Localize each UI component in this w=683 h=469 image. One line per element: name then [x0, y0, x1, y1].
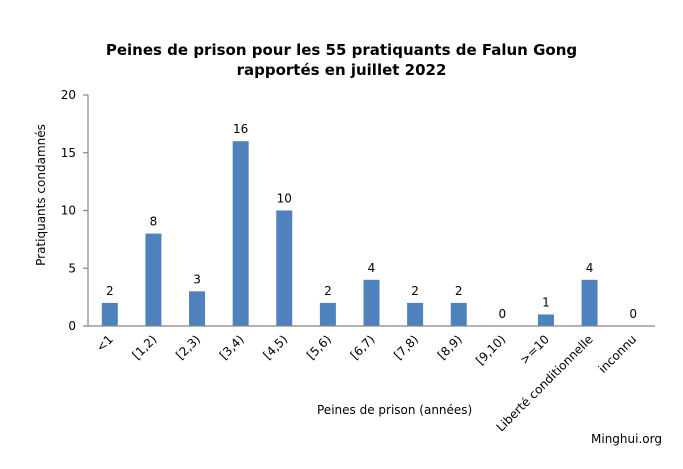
x-tick-label: inconnu [596, 332, 640, 376]
y-axis: 0 5 10 15 20 [61, 88, 89, 333]
chart-title: Peines de prison pour les 55 pratiquants… [0, 40, 683, 80]
bar [450, 302, 467, 326]
bar [276, 210, 293, 326]
x-tick-label: [3,4) [217, 332, 247, 362]
x-tick-label: >=10 [517, 332, 552, 367]
x-tick-label: [9,10) [473, 332, 508, 367]
y-tick-label: 10 [61, 204, 76, 218]
x-tick-label: [2,3) [173, 332, 203, 362]
bar-value-label: 2 [106, 284, 114, 298]
bar-value-label: 1 [542, 295, 550, 309]
x-tick-label: [1,2) [130, 332, 160, 362]
x-tick-label: [5,6) [304, 332, 334, 362]
bar [363, 279, 380, 326]
bar-value-label: 16 [233, 122, 248, 136]
x-axis: <1 [1,2) [2,3) [3,4) [4,5) [5,6) [6,7) [7,8) [8,… [88, 325, 655, 434]
x-tick-label: [6,7) [348, 332, 378, 362]
bar [232, 141, 249, 326]
bar [101, 302, 118, 326]
bar-value-label: 0 [499, 307, 507, 321]
bar-value-label: 0 [629, 307, 637, 321]
bar [581, 279, 598, 326]
x-tick-label: [4,5) [260, 332, 290, 362]
bar-value-label: 3 [193, 272, 201, 286]
bar-value-label: 10 [277, 192, 292, 206]
x-tick-label: [7,8) [391, 332, 421, 362]
y-tick-label: 5 [68, 261, 76, 275]
bar-value-label: 8 [150, 215, 158, 229]
y-tick-label: 20 [61, 88, 76, 102]
x-tick-label: [8,9) [435, 332, 465, 362]
bar-value-label: 2 [455, 284, 463, 298]
y-tick-label: 15 [61, 146, 76, 160]
bar-value-label: 4 [368, 261, 376, 275]
x-axis-label: Peines de prison (années) [317, 403, 473, 417]
bar [407, 302, 424, 326]
bar [189, 291, 206, 326]
bar [537, 314, 554, 326]
chart-title-line-1: Peines de prison pour les 55 pratiquants… [105, 41, 578, 59]
y-tick-label: 0 [68, 319, 76, 333]
bar [319, 302, 336, 326]
bar-value-label: 2 [411, 284, 419, 298]
bar-value-label: 2 [324, 284, 332, 298]
x-tick-label: <1 [94, 332, 116, 354]
bar-series: 2 8 3 16 10 2 4 2 2 0 1 4 0 [101, 122, 637, 326]
chart-title-line-2: rapportés en juillet 2022 [236, 61, 447, 79]
bar-value-label: 4 [586, 261, 594, 275]
bar [145, 233, 162, 326]
source-credit: Minghui.org [591, 432, 662, 446]
